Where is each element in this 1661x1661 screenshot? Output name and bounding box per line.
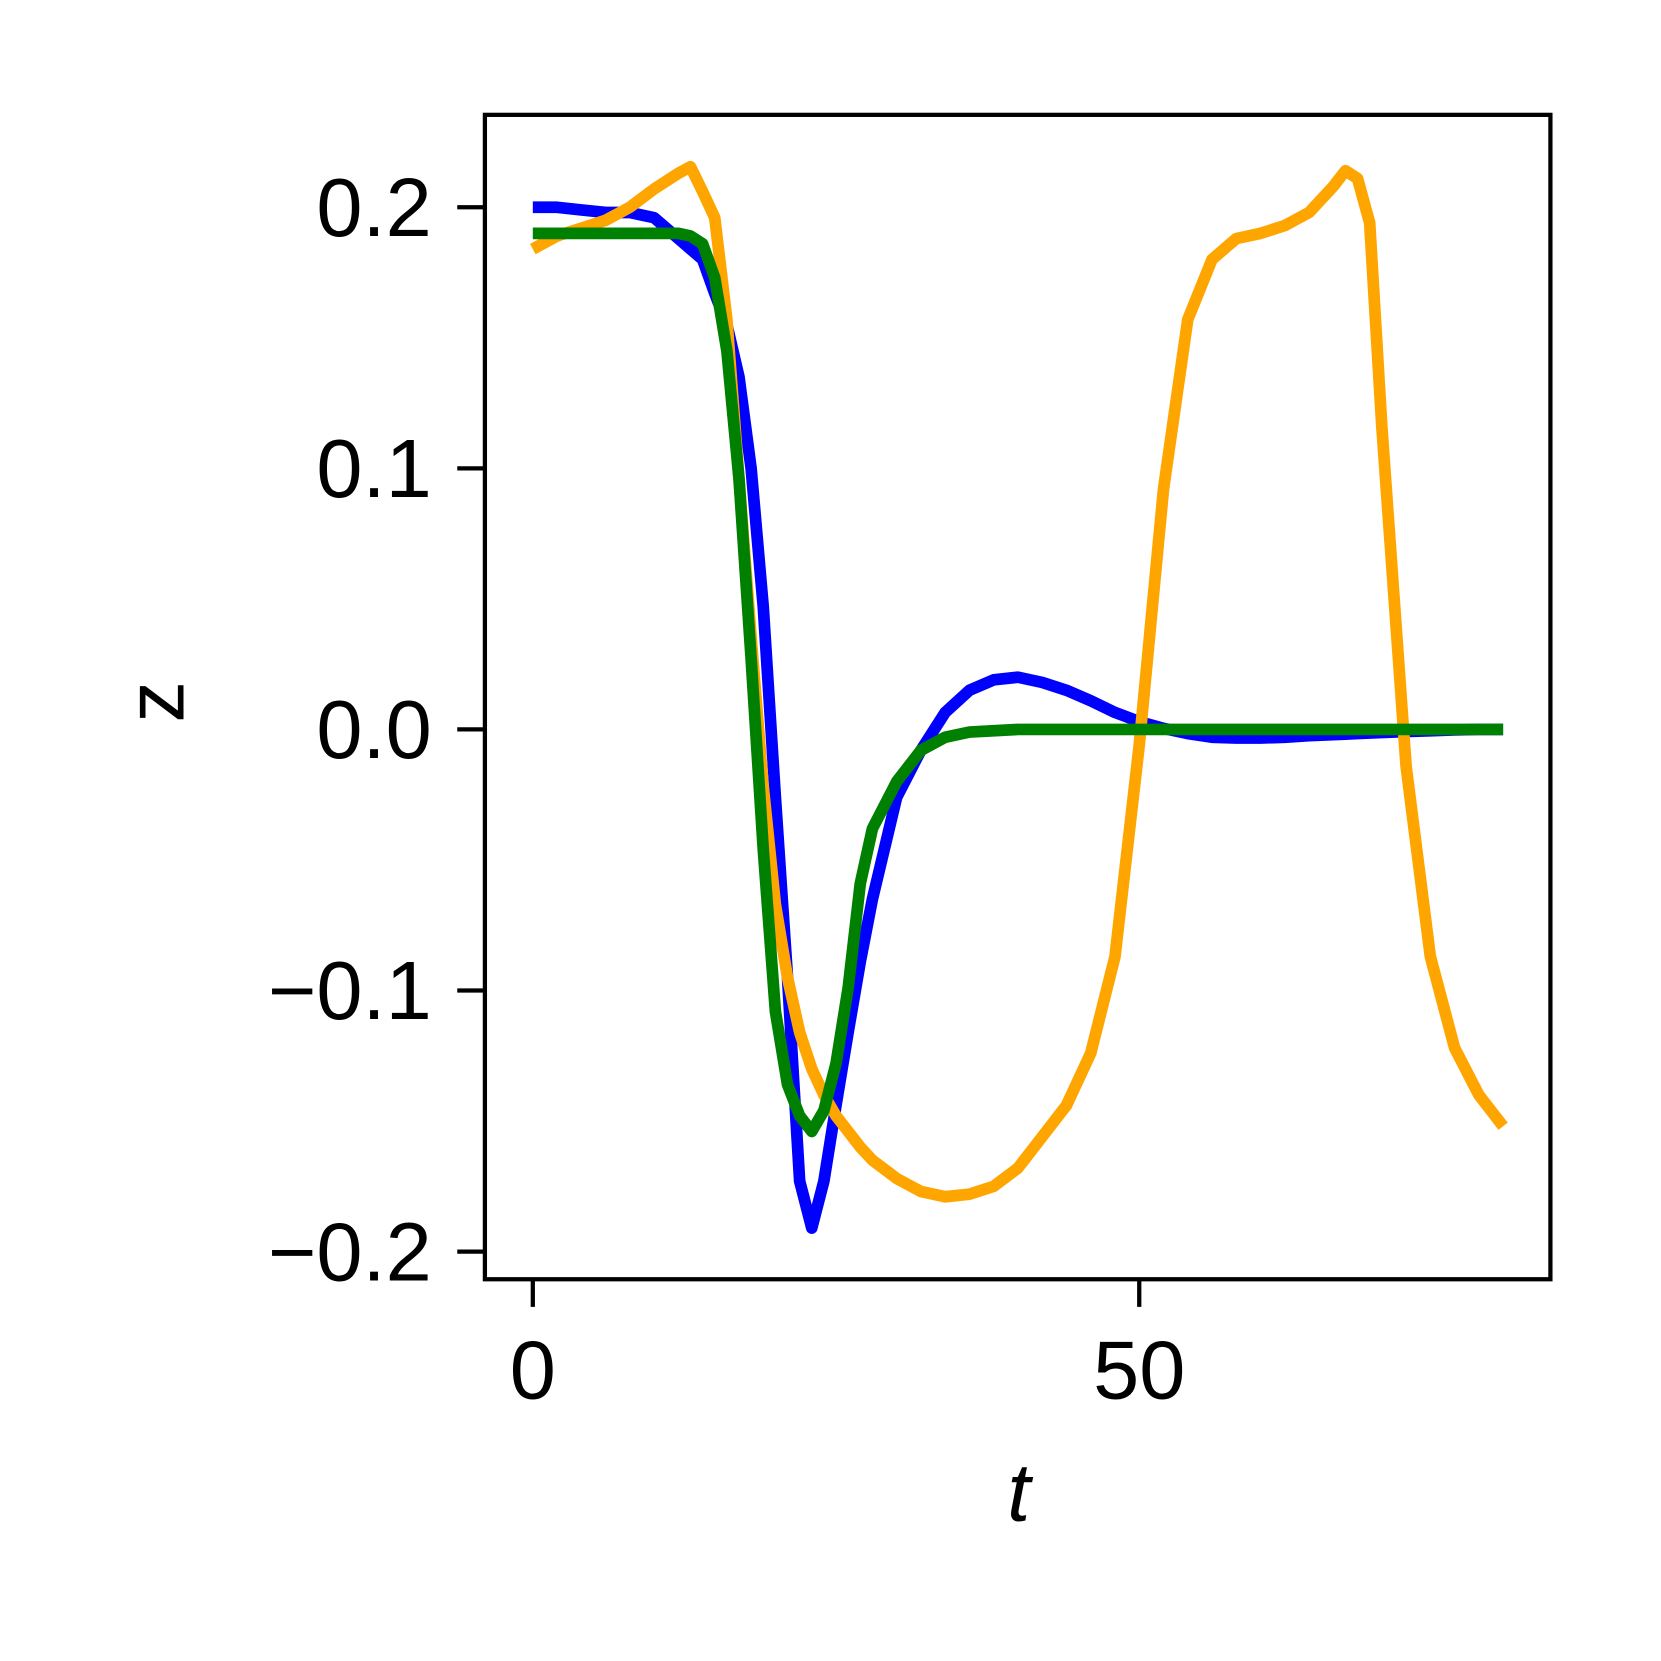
series-line: [532, 227, 1504, 1138]
y-tick-label: 0.1: [316, 422, 431, 515]
x-tick-label: 0: [510, 1323, 556, 1416]
plot-frame: [482, 112, 1553, 1282]
series-line: [532, 201, 1504, 1234]
x-tick-label: 50: [1093, 1323, 1185, 1416]
y-axis-label: z: [109, 681, 202, 722]
y-tick-label: −0.1: [268, 944, 432, 1037]
y-tick-label: 0.0: [316, 683, 431, 776]
series-line: [530, 160, 1508, 1203]
x-axis-label: t: [1007, 1446, 1033, 1539]
y-tick-label: −0.2: [268, 1205, 432, 1298]
y-tick-label: 0.2: [316, 161, 431, 254]
